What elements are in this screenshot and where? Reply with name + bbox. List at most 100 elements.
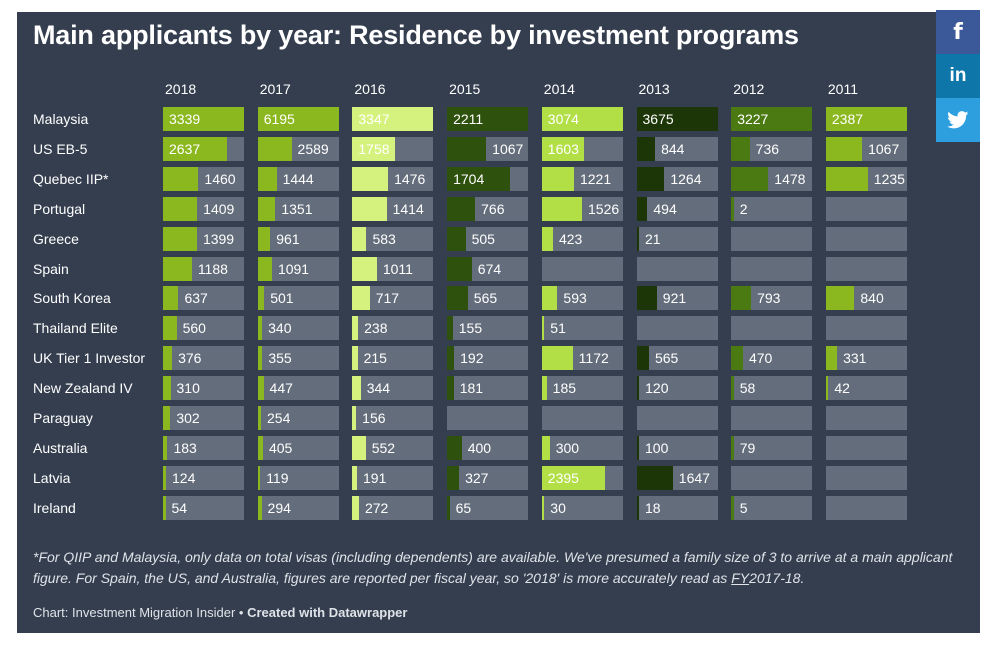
cell-value: 6195	[263, 111, 295, 127]
linkedin-icon: in	[949, 65, 967, 86]
value-bar	[541, 196, 582, 221]
table-cell: 1188	[163, 256, 244, 281]
value-bar	[636, 286, 657, 311]
table-cell: 2395	[541, 465, 623, 490]
table-cell: 637	[163, 286, 244, 311]
value-bar	[163, 136, 227, 161]
table-cell: 565	[447, 286, 529, 311]
twitter-share-button[interactable]	[936, 98, 980, 142]
cell-value: 54	[171, 499, 188, 516]
row-label: Quebec IIP*	[33, 170, 109, 187]
cell-value: 400	[467, 439, 492, 456]
value-bar	[447, 435, 462, 460]
cell-value: 344	[366, 380, 391, 397]
value-bar	[447, 196, 476, 221]
cell-value: 181	[459, 380, 484, 397]
value-bar	[163, 316, 177, 341]
table-cell: 565	[636, 346, 718, 371]
cell-value: 185	[552, 380, 577, 397]
table-cell	[447, 406, 529, 430]
cell-value: 30	[550, 499, 566, 516]
table-cell: 238	[352, 316, 434, 341]
value-bar	[825, 286, 855, 311]
value-bar	[257, 286, 265, 311]
cell-value: 272	[364, 499, 389, 516]
cell-value: 766	[481, 200, 505, 217]
value-bar	[257, 495, 262, 520]
table-cell: 2211	[447, 107, 529, 131]
row-label: South Korea	[33, 290, 111, 307]
twitter-icon	[947, 111, 969, 129]
cell-value: 5	[739, 499, 748, 516]
credit-datawrapper[interactable]: Created with Datawrapper	[247, 605, 408, 620]
cell-value: 310	[176, 380, 200, 397]
cell-value: 3227	[737, 111, 769, 127]
cell-value: 254	[267, 410, 291, 426]
cell-value: 294	[267, 499, 291, 516]
cell-value: 1011	[382, 260, 413, 277]
cell-value: 355	[268, 350, 292, 367]
cell-value: 340	[268, 320, 292, 337]
value-bar	[257, 406, 261, 430]
value-bar	[447, 465, 460, 490]
cell-value: 79	[739, 439, 756, 456]
table-cell: 42	[825, 376, 907, 401]
value-bar	[731, 286, 752, 311]
table-cell: 300	[541, 435, 623, 460]
value-bar	[352, 226, 367, 251]
table-cell: 1414	[352, 196, 434, 221]
value-bar	[447, 226, 466, 251]
table-cell: 447	[257, 376, 339, 401]
column-header-2012: 2012	[733, 81, 765, 97]
table-cell: 254	[257, 406, 339, 430]
table-cell	[731, 256, 813, 281]
table-cell: 1011	[352, 256, 434, 281]
table-cell: 1476	[352, 166, 434, 191]
row-label: Portugal	[33, 200, 86, 217]
value-bar	[541, 166, 574, 191]
value-bar	[731, 495, 734, 520]
value-bar	[541, 346, 573, 371]
column-header-2011: 2011	[827, 81, 858, 97]
row-label: Malaysia	[33, 111, 89, 127]
table-cell: 1067	[825, 136, 907, 161]
cell-value: 1414	[392, 200, 424, 217]
cell-value: 2211	[453, 111, 484, 127]
value-bar	[352, 376, 361, 401]
table-cell: 58	[731, 376, 813, 401]
cell-value: 1647	[678, 469, 710, 486]
credit-separator: •	[235, 605, 248, 620]
table-cell: 1603	[541, 136, 623, 161]
cell-value: 637	[184, 290, 208, 307]
row-label: New Zealand IV	[33, 380, 133, 397]
cell-value: 1460	[204, 170, 236, 187]
table-cell: 501	[257, 286, 339, 311]
table-cell: 120	[636, 376, 718, 401]
cell-value: 717	[375, 290, 400, 307]
cell-value: 1603	[547, 140, 579, 157]
table-cell: 1067	[447, 136, 529, 161]
value-bar	[257, 226, 271, 251]
value-bar	[447, 316, 453, 341]
table-cell: 215	[352, 346, 434, 371]
table-cell	[825, 435, 907, 460]
table-cell	[636, 316, 718, 341]
table-cell: 1172	[541, 346, 623, 371]
cell-value: 736	[755, 140, 780, 157]
table-cell: 340	[257, 316, 339, 341]
table-cell	[636, 406, 718, 430]
value-bar	[163, 495, 166, 520]
value-bar	[541, 316, 545, 341]
table-cell: 1758	[352, 136, 434, 161]
value-bar	[541, 495, 545, 520]
facebook-share-button[interactable]: f	[936, 10, 980, 54]
value-bar	[352, 286, 370, 311]
cell-value: 565	[473, 290, 498, 307]
table-cell: 3347	[352, 107, 434, 131]
value-bar	[352, 256, 377, 281]
cell-value: 1067	[868, 140, 900, 157]
value-bar	[352, 196, 387, 221]
cell-value: 552	[371, 439, 396, 456]
linkedin-share-button[interactable]: in	[936, 54, 980, 98]
cell-value: 120	[645, 380, 669, 397]
